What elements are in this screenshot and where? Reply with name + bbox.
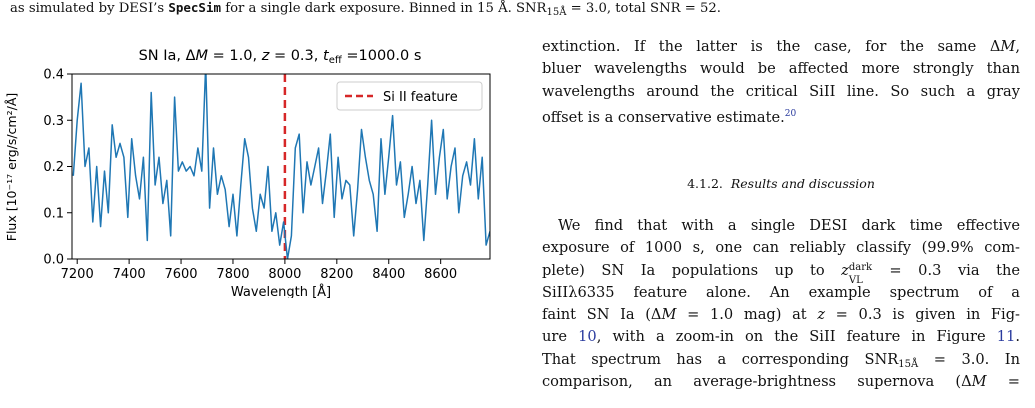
caption-subscript: 15Å [546, 7, 567, 18]
text-line: offset is a conservative estimate.20 [542, 108, 797, 126]
text-line: SiIIλ6335 feature alone. An example spec… [542, 283, 1020, 301]
x-tick-label: 7600 [164, 267, 197, 282]
legend-box [336, 81, 483, 111]
caption-text-3: = 3.0, total SNR = 52. [566, 1, 721, 16]
paragraph-1: extinction. If the latter is the case, f… [542, 36, 1020, 126]
text-line: extinction. If the latter is the case, f… [542, 38, 1020, 55]
y-axis-label: Flux [10⁻¹⁷ erg/s/cm²/Å] [4, 93, 19, 242]
y-tick-label: 0.2 [43, 160, 64, 175]
caption-text: as simulated by DESI’s [10, 1, 169, 16]
spectrum-chart: SN Ia, ΔM = 1.0, z = 0.3, teff =1000.0 s… [4, 48, 491, 298]
text-line: plete) SN Ia populations up to z dark VL =… [542, 261, 1020, 286]
text-line: That spectrum has a corresponding SNR15Å… [542, 350, 1020, 370]
y-tick-label: 0.4 [43, 68, 64, 83]
y-tick-label: 0.1 [43, 206, 64, 221]
y-tick-label: 0.3 [43, 114, 64, 129]
x-tick-label: 7800 [216, 267, 249, 282]
text-line: bluer wavelengths would be affected more… [542, 60, 1020, 78]
text-line: faint SN Ia (ΔM = 1.0 mag) at z = 0.3 is… [542, 306, 1020, 324]
x-tick-label: 7400 [113, 267, 146, 282]
legend: Si II feature [336, 81, 483, 111]
legend-label: Si II feature [383, 90, 458, 105]
caption-text-2: for a single dark exposure. Binned in 15… [221, 1, 547, 16]
y-tick-label: 0.0 [43, 253, 64, 268]
figure-ref-link[interactable]: 10 [578, 328, 597, 346]
figure-caption: as simulated by DESI’s SpecSim for a sin… [10, 0, 1030, 21]
x-tick-label: 8200 [320, 267, 353, 282]
x-tick-label: 8600 [424, 267, 457, 282]
text-line: ure 10, with a zoom-in on the SiII featu… [542, 328, 1020, 346]
footnote-link[interactable]: 20 [784, 108, 797, 119]
x-tick-label: 8400 [372, 267, 405, 282]
section-heading: 4.1.2. Results and discussion [687, 176, 875, 191]
x-axis-label: Wavelength [Å] [231, 284, 331, 298]
figure-ref-link[interactable]: 11 [996, 328, 1016, 346]
text-line: comparison, an average-brightness supern… [542, 373, 1020, 391]
text-line: exposure of 1000 s, one can reliably cla… [542, 239, 1020, 257]
paragraph-2: We find that with a single DESI dark tim… [542, 215, 1020, 393]
text-line: We find that with a single DESI dark tim… [558, 217, 1020, 234]
caption-code: SpecSim [168, 0, 221, 15]
x-tick-label: 7200 [61, 267, 94, 282]
text-line: wavelengths around the critical SiII lin… [542, 82, 1020, 100]
spectrum-series-line [72, 74, 490, 259]
chart-title: SN Ia, ΔM = 1.0, z = 0.3, teff =1000.0 s [139, 48, 422, 66]
x-tick-label: 8000 [268, 267, 301, 282]
